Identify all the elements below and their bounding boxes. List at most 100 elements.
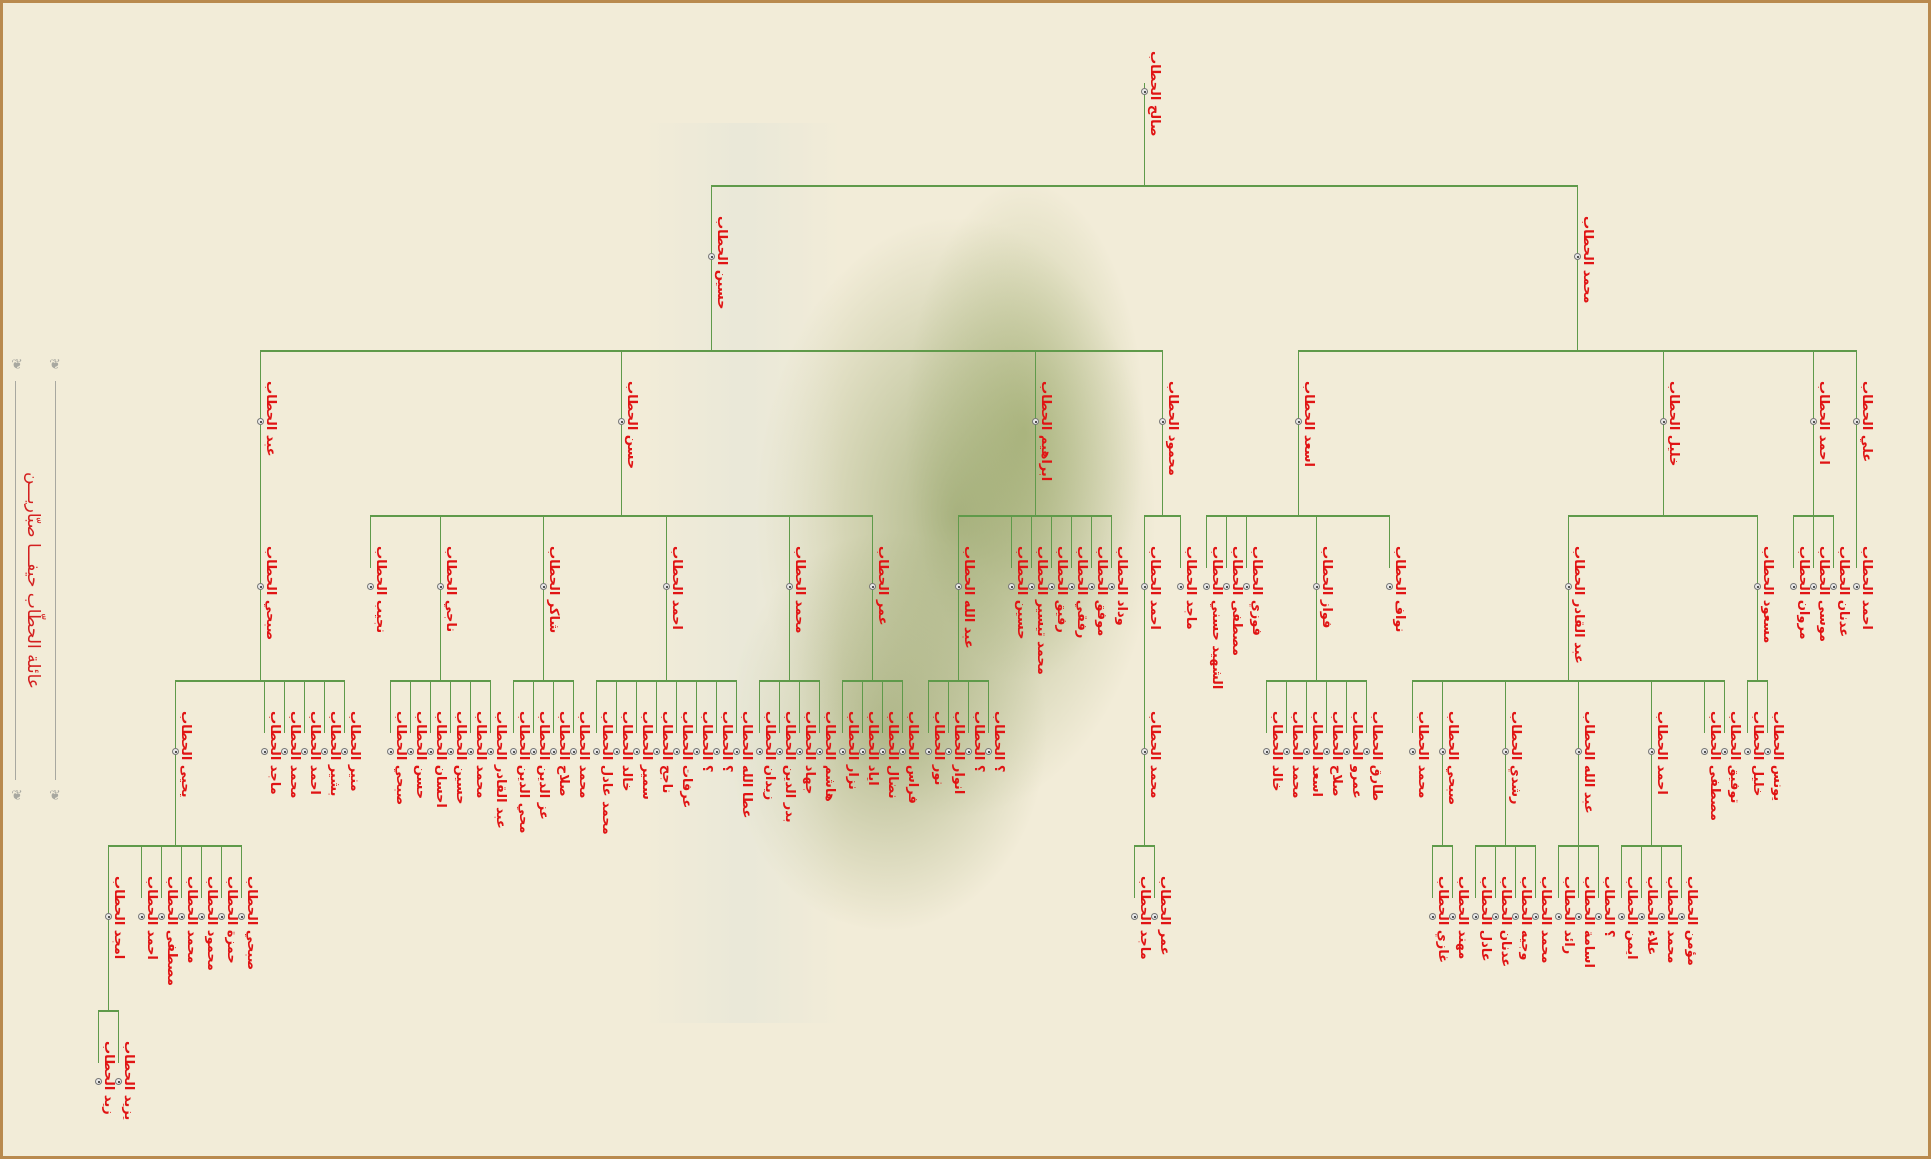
- person-name[interactable]: مصطفى الحطاب: [1707, 711, 1722, 821]
- person-name[interactable]: حسن الحطاب: [624, 381, 639, 470]
- person-name[interactable]: عدنان الحطاب: [1836, 546, 1851, 638]
- person-name[interactable]: نزار الحطاب: [845, 711, 860, 790]
- person-name[interactable]: حمزة الحطاب: [224, 876, 239, 964]
- person-name[interactable]: موسى الحطاب: [1816, 546, 1831, 642]
- person-name[interactable]: مؤمن الحطاب: [1684, 876, 1699, 966]
- person-name[interactable]: وداد الحطاب: [1114, 546, 1129, 626]
- person-name[interactable]: فراس الحطاب: [905, 711, 920, 804]
- person-name[interactable]: يحيى الحطاب: [178, 711, 193, 798]
- person-name[interactable]: منير الحطاب: [347, 711, 362, 792]
- person-name[interactable]: احمد الحطاب: [307, 711, 322, 795]
- person-name[interactable]: اسعد الحطاب: [1301, 381, 1316, 467]
- person-name[interactable]: ماجد الحطاب: [267, 711, 282, 795]
- person-name[interactable]: شاكر الحطاب: [546, 546, 561, 634]
- person-name[interactable]: حسين الحطاب: [1014, 546, 1029, 640]
- person-name[interactable]: سمير الحطاب: [639, 711, 654, 800]
- person-name[interactable]: احمد الحطاب: [1654, 711, 1669, 795]
- person-name[interactable]: هاشم الحطاب: [822, 711, 837, 802]
- person-name[interactable]: محمد الحطاب: [473, 711, 488, 799]
- person-name[interactable]: حسين الحطاب: [453, 711, 468, 805]
- person-name[interactable]: محمد الحطاب: [792, 546, 807, 634]
- person-name[interactable]: محمد تيسير الحطاب: [1034, 546, 1049, 675]
- person-name[interactable]: ؟ الحطاب: [991, 711, 1006, 773]
- person-name[interactable]: طارق الحطاب: [1369, 711, 1384, 802]
- person-name[interactable]: محمد الحطاب: [1538, 876, 1553, 964]
- person-name[interactable]: الشهيد حسني الحطاب: [1209, 546, 1224, 690]
- person-name[interactable]: عطا الله الحطاب: [739, 711, 754, 819]
- person-name[interactable]: غازي الحطاب: [1435, 876, 1450, 964]
- person-name[interactable]: يونس الحطاب: [1770, 711, 1785, 802]
- person-name[interactable]: نواف الحطاب: [1392, 546, 1407, 633]
- person-name[interactable]: فوزي الحطاب: [1249, 546, 1264, 636]
- person-name[interactable]: ماجد الحطاب: [1137, 876, 1152, 960]
- person-name[interactable]: اياد الحطاب: [865, 711, 880, 786]
- person-name[interactable]: صلاح الحطاب: [1329, 711, 1344, 797]
- person-name[interactable]: عمرو الحطاب: [1349, 711, 1364, 799]
- person-name[interactable]: توفيق الحطاب: [1727, 711, 1742, 804]
- person-name[interactable]: مروان الحطاب: [1796, 546, 1811, 640]
- person-name[interactable]: صبحي الحطاب: [263, 546, 278, 641]
- person-name[interactable]: خالد الحطاب: [619, 711, 634, 792]
- person-name[interactable]: رائد الحطاب: [1561, 876, 1576, 955]
- person-name[interactable]: حسن الحطاب: [413, 711, 428, 800]
- person-name[interactable]: ؟ الحطاب: [719, 711, 734, 773]
- person-name[interactable]: محمد الحطاب: [1147, 711, 1162, 799]
- person-name[interactable]: رفيق الحطاب: [1054, 546, 1069, 633]
- person-name[interactable]: جهاد الحطاب: [802, 711, 817, 795]
- person-name[interactable]: ابراهيم الحطاب: [1038, 381, 1053, 482]
- person-name[interactable]: بشير الحطاب: [327, 711, 342, 797]
- person-name[interactable]: زيدان الحطاب: [762, 711, 777, 801]
- person-name[interactable]: اسعد الحطاب: [1309, 711, 1324, 797]
- person-name[interactable]: وجيه الحطاب: [1518, 876, 1533, 961]
- person-name[interactable]: محي الدين الحطاب: [516, 711, 531, 834]
- person-name[interactable]: مسعود الحطاب: [1760, 546, 1775, 644]
- person-name[interactable]: محمد عادل الحطاب: [599, 711, 614, 835]
- person-name[interactable]: عدنان الحطاب: [1498, 876, 1513, 968]
- person-name[interactable]: احمد الحطاب: [144, 876, 159, 960]
- person-name[interactable]: عبد الله الحطاب: [961, 546, 976, 649]
- person-name[interactable]: علي الحطاب: [1859, 381, 1874, 463]
- person-name[interactable]: نضال الحطاب: [885, 711, 900, 799]
- person-name[interactable]: مهند الحطاب: [1455, 876, 1470, 960]
- person-name[interactable]: عبد القادر الحطاب: [493, 711, 508, 829]
- person-name[interactable]: ؟ الحطاب: [699, 711, 714, 773]
- person-name[interactable]: عبد الحطاب: [263, 381, 278, 457]
- person-name[interactable]: ؟ الحطاب: [971, 711, 986, 773]
- person-name[interactable]: عبد القادر الحطاب: [1571, 546, 1586, 664]
- person-name[interactable]: نجيب الحطاب: [373, 546, 388, 634]
- person-name[interactable]: ناجي الحطاب: [443, 546, 458, 633]
- person-name[interactable]: صبحي الحطاب: [244, 876, 259, 971]
- person-name[interactable]: محمد الحطاب: [1415, 711, 1430, 799]
- person-name[interactable]: ماجد الحطاب: [1183, 546, 1198, 630]
- person-name[interactable]: صلاح الحطاب: [556, 711, 571, 797]
- person-name[interactable]: زيد الحطاب: [101, 1041, 116, 1115]
- person-name[interactable]: عمر الحطاب: [875, 546, 890, 626]
- person-name[interactable]: يزيد الحطاب: [121, 1041, 136, 1121]
- person-name[interactable]: محمود الحطاب: [204, 876, 219, 971]
- person-name[interactable]: محمد الحطاب: [184, 876, 199, 964]
- person-name[interactable]: بدر الدين الحطاب: [782, 711, 797, 823]
- person-name[interactable]: رشدي الحطاب: [1508, 711, 1523, 805]
- person-name[interactable]: احمد الحطاب: [669, 546, 684, 630]
- person-name[interactable]: محمد الحطاب: [1580, 216, 1595, 304]
- person-name[interactable]: مصطفى الحطاب: [164, 876, 179, 986]
- person-name[interactable]: محمود الحطاب: [1165, 381, 1180, 476]
- person-name[interactable]: احمد الحطاب: [1859, 546, 1874, 630]
- person-name[interactable]: عبد الله الحطاب: [1581, 711, 1596, 814]
- person-name[interactable]: عادل الحطاب: [1478, 876, 1493, 962]
- person-name[interactable]: صالح الحطاب: [1147, 51, 1162, 137]
- person-name[interactable]: عرفات الحطاب: [679, 711, 694, 809]
- person-name[interactable]: خالد الحطاب: [1269, 711, 1284, 792]
- person-name[interactable]: صبحي الحطاب: [1445, 711, 1460, 806]
- person-name[interactable]: محمد الحطاب: [576, 711, 591, 799]
- person-name[interactable]: عمر الحطاب: [1157, 876, 1172, 956]
- person-name[interactable]: نور الحطاب: [931, 711, 946, 786]
- person-name[interactable]: خليل الحطاب: [1666, 381, 1681, 467]
- person-name[interactable]: خليل الحطاب: [1750, 711, 1765, 797]
- person-name[interactable]: ناجح الحطاب: [659, 711, 674, 794]
- person-name[interactable]: رفقي الحطاب: [1074, 546, 1089, 639]
- person-name[interactable]: علاء الحطاب: [1644, 876, 1659, 956]
- person-name[interactable]: عز الدين الحطاب: [536, 711, 551, 820]
- person-name[interactable]: اسامة الحطاب: [1581, 876, 1596, 968]
- person-name[interactable]: ؟ الحطاب: [1601, 876, 1616, 938]
